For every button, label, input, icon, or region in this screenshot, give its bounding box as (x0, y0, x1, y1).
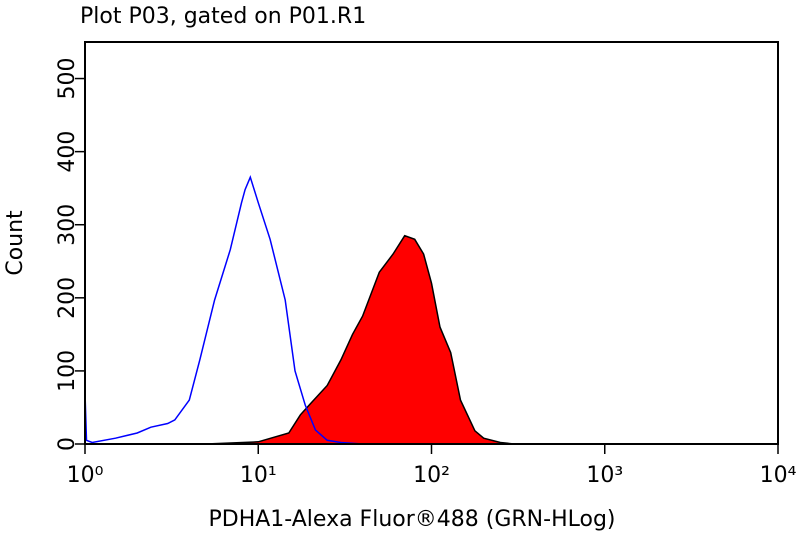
y-tick-label: 0 (55, 437, 80, 451)
plot-area (84, 175, 553, 445)
histogram-line (84, 175, 363, 445)
histogram-area (206, 234, 553, 445)
x-tick-label: 10⁴ (760, 463, 797, 488)
x-tick-label: 10² (413, 463, 450, 488)
y-axis-label: Count (3, 210, 28, 276)
y-tick-label: 300 (55, 204, 80, 246)
y-tick-label: 400 (55, 131, 80, 173)
y-tick-label: 500 (55, 58, 80, 100)
chart-title: Plot P03, gated on P01.R1 (80, 4, 366, 29)
x-tick-label: 10³ (586, 463, 623, 488)
y-tick-label: 200 (55, 277, 80, 319)
x-axis-label: PDHA1-Alexa Fluor®488 (GRN-HLog) (209, 507, 616, 532)
x-tick-label: 10¹ (240, 463, 277, 488)
y-tick-label: 100 (55, 350, 80, 392)
x-tick-label: 10⁰ (67, 463, 104, 488)
